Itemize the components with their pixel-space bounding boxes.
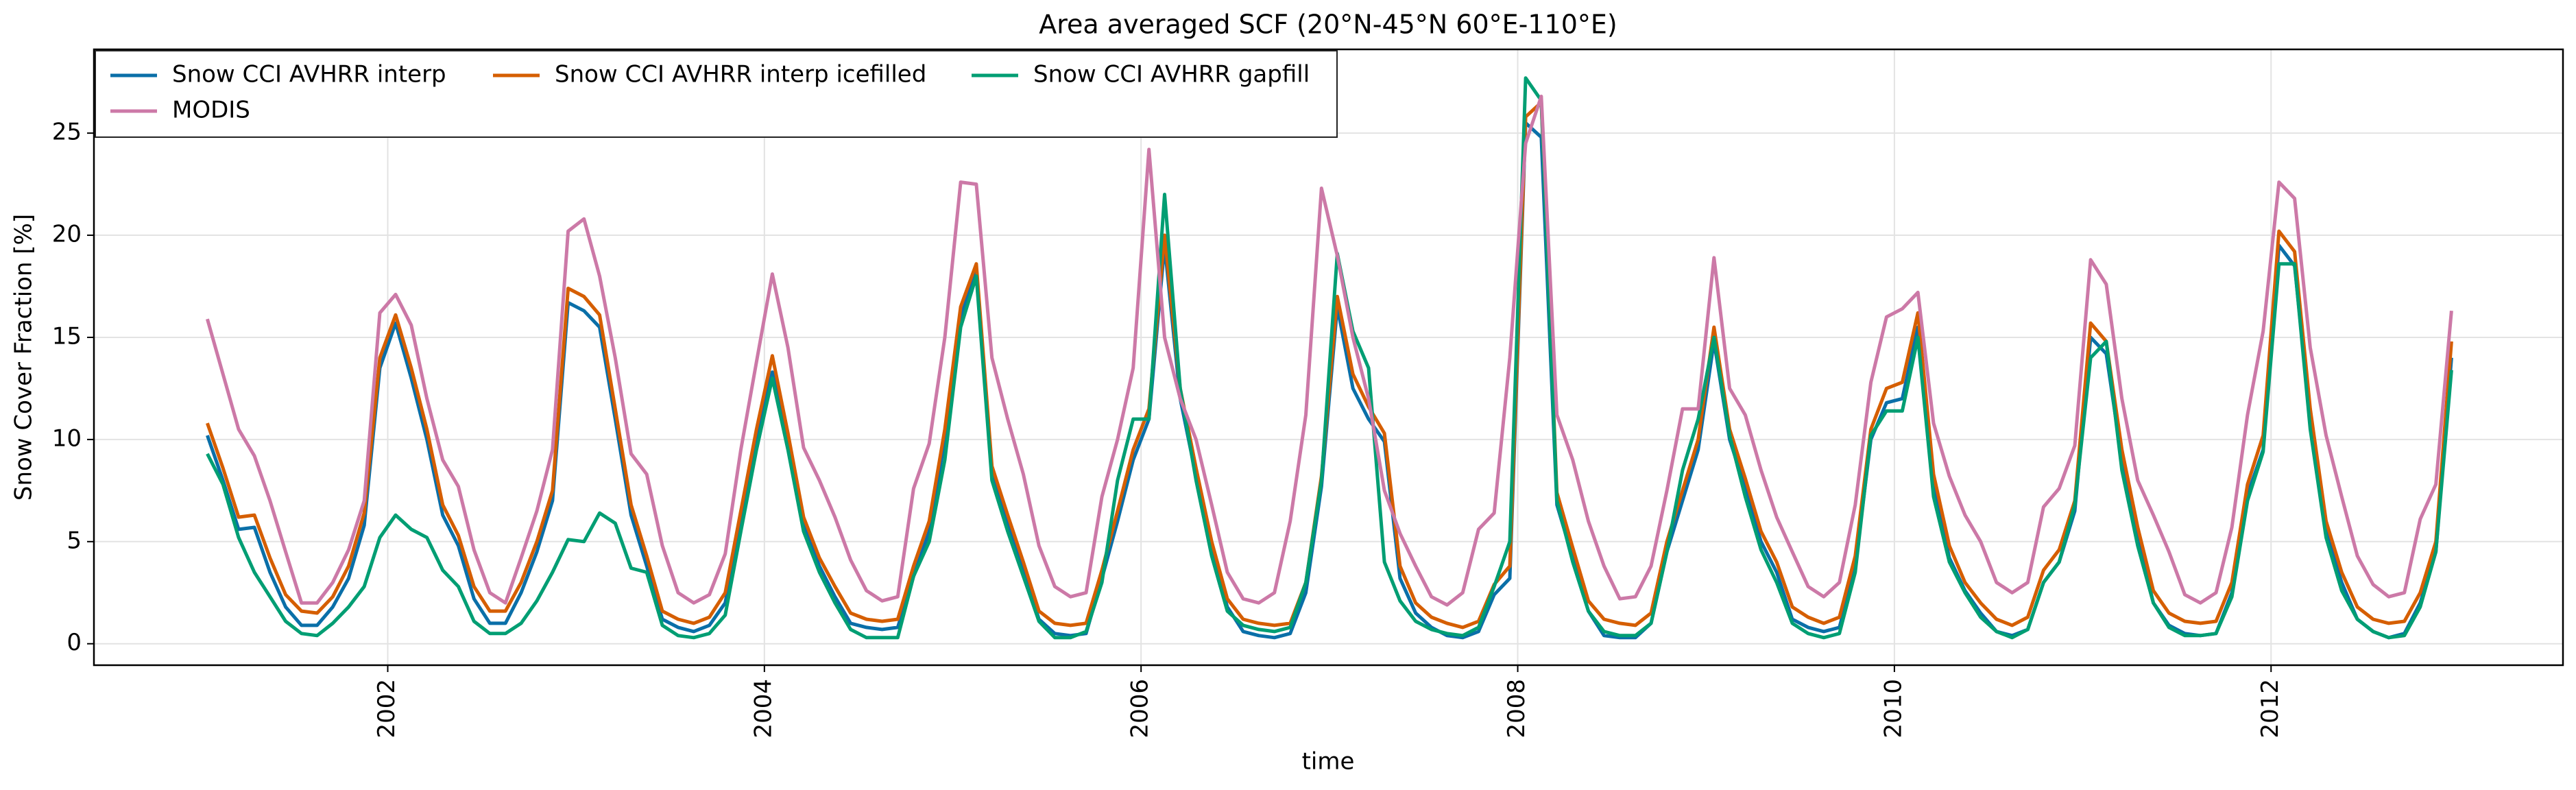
legend-label: Snow CCI AVHRR interp xyxy=(172,61,446,88)
y-axis-label: Snow Cover Fraction [%] xyxy=(10,214,38,501)
x-axis-label: time xyxy=(1302,748,1355,776)
y-tick-label: 15 xyxy=(52,322,82,350)
chart-title: Area averaged SCF (20°N-45°N 60°E-110°E) xyxy=(1039,10,1617,40)
x-tick-label: 2002 xyxy=(373,679,400,739)
x-tick-label: 2004 xyxy=(749,679,777,739)
legend-label: Snow CCI AVHRR gapfill xyxy=(1033,61,1310,88)
series-line xyxy=(205,95,2453,607)
y-tick-label: 25 xyxy=(52,119,82,146)
legend-label: MODIS xyxy=(172,97,250,124)
legend-label: Snow CCI AVHRR interp icefilled xyxy=(555,61,926,88)
y-tick-label: 20 xyxy=(52,221,82,248)
y-tick-label: 0 xyxy=(67,629,82,656)
x-tick-label: 2012 xyxy=(2256,679,2284,739)
series-line xyxy=(206,76,2453,640)
x-tick-label: 2006 xyxy=(1127,679,1154,739)
x-tick-label: 2010 xyxy=(1879,679,1907,739)
legend-box xyxy=(95,50,1338,138)
plot-frame xyxy=(93,48,2564,667)
x-tick-label: 2008 xyxy=(1503,679,1530,739)
y-tick-label: 5 xyxy=(67,527,82,554)
y-tick-label: 10 xyxy=(52,424,82,452)
